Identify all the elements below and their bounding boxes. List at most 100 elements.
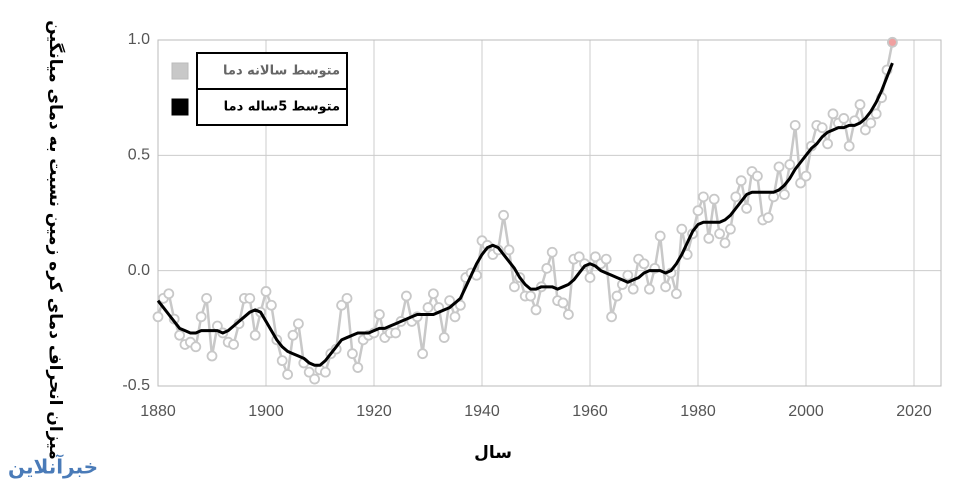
- data-point: [735, 175, 747, 187]
- x-tick-label: 1900: [248, 403, 284, 420]
- series-line: [156, 62, 894, 367]
- data-point: [860, 124, 871, 136]
- data-point: [195, 311, 207, 323]
- data-point: [784, 159, 796, 170]
- x-axis-label: سال: [474, 443, 512, 463]
- data-point: [563, 309, 574, 320]
- data-point: [346, 348, 358, 360]
- data-point: [870, 108, 882, 120]
- data-point: [417, 348, 429, 360]
- legend-label: متوسط 5ساله دما: [224, 100, 340, 115]
- data-point: [449, 311, 461, 323]
- data-point: [822, 138, 833, 150]
- data-point: [795, 177, 806, 189]
- data-point: [671, 288, 682, 300]
- data-point: [816, 122, 828, 134]
- data-point: [341, 292, 353, 304]
- data-point: [789, 119, 801, 131]
- data-point: [703, 232, 715, 244]
- y-tick-label: 0.5: [128, 147, 150, 164]
- data-point: [422, 302, 434, 313]
- watermark: خبرآنلاین: [8, 454, 98, 479]
- data-point: [590, 251, 601, 263]
- data-point: [606, 311, 617, 323]
- data-point: [292, 318, 304, 330]
- data-point: [454, 299, 466, 311]
- x-tick-label: 1940: [464, 403, 500, 420]
- data-point: [525, 290, 536, 302]
- data-point: [174, 329, 186, 341]
- data-point: [309, 373, 321, 385]
- data-point: [611, 290, 623, 302]
- data-point: [276, 355, 288, 367]
- data-point: [336, 299, 348, 311]
- data-point: [260, 286, 272, 297]
- data-point: [676, 223, 688, 235]
- data-point: [762, 212, 774, 224]
- data-point: [509, 281, 520, 293]
- x-tick-label: 1980: [680, 403, 716, 420]
- y-tick-label: 1.0: [128, 31, 150, 48]
- data-point: [373, 309, 385, 320]
- data-point: [265, 299, 277, 311]
- data-point: [779, 189, 790, 200]
- data-point: [584, 272, 596, 283]
- data-point: [644, 283, 655, 295]
- data-point: [400, 290, 412, 302]
- data-point: [708, 193, 720, 205]
- data-point: [444, 295, 456, 307]
- data-point: [827, 108, 839, 120]
- data-point: [865, 117, 877, 129]
- data-point: [730, 191, 742, 203]
- plot-frame: [157, 39, 942, 387]
- data-point: [698, 191, 709, 203]
- data-point: [319, 366, 331, 378]
- y-tick-label: -0.5: [122, 377, 150, 394]
- data-point: [206, 350, 218, 362]
- legend-label: متوسط سالانه دما: [223, 64, 340, 79]
- y-axis-label: میزان انحراف دمای کره زمین نسبت به دمای …: [45, 20, 66, 459]
- data-point: [887, 36, 898, 48]
- data-point: [244, 292, 256, 304]
- data-point: [438, 332, 450, 343]
- data-point: [427, 288, 439, 300]
- x-tick-label: 1880: [140, 403, 176, 420]
- data-point: [352, 362, 364, 373]
- data-point: [714, 228, 725, 240]
- data-point: [719, 237, 731, 249]
- data-point: [638, 258, 650, 270]
- data-point: [163, 288, 175, 300]
- x-tick-label: 1960: [572, 403, 608, 420]
- data-point: [600, 253, 612, 265]
- data-point: [282, 369, 294, 380]
- data-point: [660, 281, 671, 293]
- data-point: [287, 329, 299, 341]
- data-point: [692, 205, 704, 217]
- data-point: [498, 209, 510, 221]
- data-point: [838, 113, 850, 124]
- data-point: [773, 161, 785, 173]
- data-point: [800, 170, 812, 182]
- data-point: [228, 339, 240, 350]
- data-point: [573, 251, 585, 263]
- data-point: [503, 244, 515, 256]
- data-point: [303, 366, 315, 378]
- x-tick-label: 1920: [356, 403, 392, 420]
- data-point: [741, 202, 752, 214]
- data-point: [622, 269, 634, 281]
- data-point: [752, 170, 763, 182]
- data-point: [546, 246, 558, 258]
- x-tick-label: 2000: [788, 403, 824, 420]
- data-point: [627, 283, 639, 295]
- data-point: [557, 297, 569, 309]
- data-point: [725, 223, 736, 235]
- data-point: [249, 329, 261, 341]
- data-point: [190, 341, 202, 353]
- y-tick-label: 0.0: [128, 262, 150, 279]
- data-point: [541, 262, 553, 274]
- data-point: [530, 304, 542, 316]
- data-point: [390, 327, 402, 339]
- data-point: [152, 311, 164, 323]
- legend-swatch: [171, 62, 189, 80]
- data-point: [854, 99, 866, 110]
